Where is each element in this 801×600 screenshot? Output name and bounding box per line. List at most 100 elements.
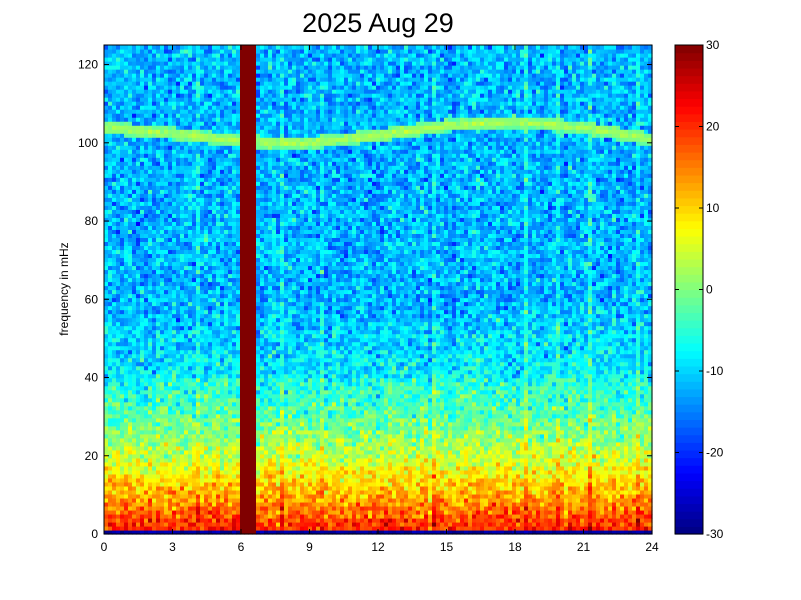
heatmap-cell: [216, 93, 221, 98]
heatmap-cell: [244, 397, 249, 403]
heatmap-cell: [136, 177, 141, 182]
heatmap-cell: [228, 285, 233, 291]
heatmap-cell: [132, 145, 137, 150]
heatmap-cell: [240, 285, 245, 291]
heatmap-cell: [236, 121, 241, 126]
heatmap-cell: [112, 317, 117, 323]
heatmap-cell: [216, 53, 221, 58]
heatmap-cell: [188, 153, 193, 158]
heatmap-cell: [264, 413, 269, 419]
heatmap-cell: [168, 441, 173, 447]
heatmap-cell: [212, 525, 217, 531]
heatmap-cell: [228, 337, 233, 343]
heatmap-cell: [176, 233, 181, 238]
heatmap-cell: [180, 517, 185, 523]
heatmap-cell: [256, 481, 261, 487]
heatmap-cell: [140, 321, 145, 327]
heatmap-cell: [256, 293, 261, 299]
heatmap-cell: [176, 145, 181, 150]
heatmap-cell: [152, 393, 157, 399]
heatmap-cell: [120, 493, 125, 499]
heatmap-cell: [248, 437, 253, 443]
heatmap-cell: [228, 65, 233, 70]
heatmap-cell: [108, 437, 113, 443]
heatmap-cell: [152, 445, 157, 451]
heatmap-cell: [204, 273, 209, 279]
heatmap-cell: [152, 221, 157, 226]
heatmap-cell: [196, 285, 201, 291]
heatmap-cell: [132, 349, 137, 355]
heatmap-cell: [244, 429, 249, 435]
heatmap-cell: [188, 401, 193, 407]
heatmap-cell: [216, 189, 221, 194]
heatmap-cell: [108, 281, 113, 287]
heatmap-cell: [152, 341, 157, 347]
heatmap-cell: [236, 469, 241, 475]
heatmap-cell: [228, 53, 233, 58]
heatmap-cell: [260, 81, 265, 86]
heatmap-cell: [172, 113, 177, 118]
heatmap-cell: [256, 157, 261, 162]
heatmap-cell: [208, 49, 213, 54]
heatmap-cell: [124, 277, 129, 283]
heatmap-cell: [120, 241, 125, 247]
heatmap-cell: [112, 109, 117, 114]
heatmap-cell: [216, 373, 221, 379]
heatmap-cell: [124, 53, 129, 58]
heatmap-cell: [196, 249, 201, 255]
heatmap-cell: [124, 481, 129, 487]
heatmap-cell: [160, 377, 165, 383]
heatmap-cell: [152, 113, 157, 118]
heatmap-cell: [116, 517, 121, 523]
heatmap-cell: [132, 317, 137, 323]
heatmap-cell: [220, 201, 225, 206]
heatmap-cell: [244, 229, 249, 234]
heatmap-cell: [208, 509, 213, 515]
heatmap-cell: [156, 409, 161, 415]
heatmap-cell: [204, 305, 209, 311]
heatmap-cell: [124, 237, 129, 242]
heatmap-cell: [140, 341, 145, 347]
heatmap-cell: [128, 473, 133, 479]
heatmap-cell: [160, 141, 165, 146]
heatmap-cell: [236, 81, 241, 86]
heatmap-cell: [136, 329, 141, 335]
heatmap-cell: [264, 101, 269, 106]
heatmap-cell: [220, 477, 225, 483]
heatmap-cell: [200, 325, 205, 331]
heatmap-cell: [180, 369, 185, 375]
heatmap-cell: [232, 353, 237, 359]
heatmap-cell: [200, 517, 205, 523]
heatmap-cell: [140, 289, 145, 295]
heatmap-cell: [168, 357, 173, 363]
heatmap-cell: [172, 229, 177, 234]
heatmap-cell: [172, 253, 177, 259]
heatmap-cell: [252, 381, 257, 387]
heatmap-cell: [104, 297, 109, 303]
heatmap-cell: [128, 49, 133, 54]
heatmap-cell: [248, 101, 253, 106]
heatmap-cell: [128, 345, 133, 351]
heatmap-cell: [152, 425, 157, 431]
heatmap-cell: [224, 353, 229, 359]
heatmap-cell: [104, 93, 109, 98]
heatmap-cell: [112, 233, 117, 238]
heatmap-cell: [172, 217, 177, 222]
heatmap-cell: [136, 213, 141, 218]
heatmap-cell: [104, 81, 109, 86]
heatmap-cell: [168, 409, 173, 415]
heatmap-cell: [244, 277, 249, 283]
heatmap-cell: [236, 153, 241, 158]
heatmap-cell: [228, 445, 233, 451]
heatmap-cell: [212, 477, 217, 483]
heatmap-cell: [168, 429, 173, 435]
heatmap-cell: [184, 369, 189, 375]
heatmap-cell: [136, 233, 141, 238]
heatmap-cell: [120, 205, 125, 210]
heatmap-cell: [216, 321, 221, 327]
heatmap-cell: [232, 333, 237, 339]
heatmap-cell: [180, 361, 185, 367]
heatmap-cell: [108, 169, 113, 174]
heatmap-cell: [264, 381, 269, 387]
heatmap-cell: [124, 97, 129, 102]
